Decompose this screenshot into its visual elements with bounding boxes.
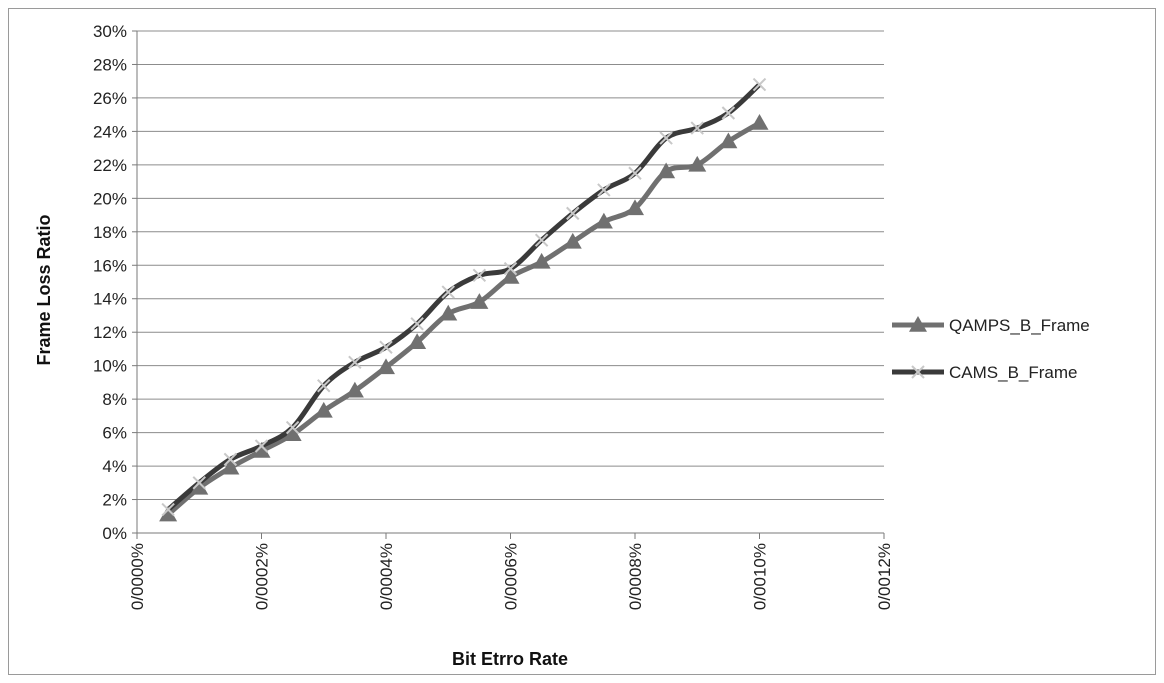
x-marker-stroke: [254, 439, 269, 453]
triangle-marker: [252, 442, 271, 458]
y-tick-label: 6%: [102, 424, 127, 443]
y-tick-label: 12%: [93, 323, 127, 342]
x-marker-stroke: [503, 261, 518, 276]
x-marker-stroke: [161, 502, 175, 517]
triangle-marker: [377, 358, 395, 375]
x-marker: [472, 268, 487, 283]
chart-frame: [8, 8, 1156, 675]
triangle-marker: [719, 132, 738, 149]
x-marker: [410, 317, 424, 331]
y-tick-label: 24%: [93, 122, 127, 141]
x-marker: [721, 106, 736, 120]
y-tick-label: 10%: [93, 357, 127, 376]
x-marker-stroke: [192, 476, 206, 490]
x-marker-stroke: [348, 355, 362, 370]
y-tick-label: 20%: [93, 189, 127, 208]
x-marker: [597, 183, 611, 197]
triangle-marker: [190, 478, 209, 495]
x-marker-stroke: [379, 340, 393, 354]
x-marker: [441, 285, 455, 299]
x-marker: [690, 121, 704, 135]
x-tick-label: 0/0000%: [128, 543, 147, 610]
legend-label: CAMS_B_Frame: [949, 363, 1077, 382]
legend-triangle-marker: [909, 316, 927, 332]
x-axis-title: Bit Etrro Rate: [452, 649, 568, 669]
triangle-marker: [159, 505, 178, 522]
x-marker: [659, 131, 673, 145]
x-tick-label: 0/0010%: [751, 543, 770, 610]
y-tick-labels: 0% 2% 4% 6% 8% 10% 12% 14% 16% 18% 20% 22% 24% 26% 28%…: [93, 22, 127, 543]
x-marker: [503, 261, 518, 276]
triangle-marker: [657, 162, 676, 179]
series-markers: [159, 77, 769, 522]
y-tick-label: 30%: [93, 22, 127, 41]
legend: QAMPS_B_Frame CAMS_B_Frame: [892, 316, 1090, 382]
x-marker: [752, 77, 767, 92]
triangle-marker: [594, 212, 613, 229]
x-marker: [285, 420, 300, 435]
x-marker: [254, 439, 269, 453]
series-line-cams-b-frame: [166, 82, 762, 512]
x-marker: [317, 379, 331, 393]
x-marker: [566, 206, 580, 221]
x-marker-stroke: [566, 206, 580, 221]
triangle-marker: [408, 333, 427, 349]
y-tick-label: 18%: [93, 223, 127, 242]
x-marker-stroke: [534, 233, 549, 247]
x-marker-stroke: [659, 131, 673, 145]
y-tick-label: 4%: [102, 457, 127, 476]
x-tick-label: 0/0008%: [626, 543, 645, 610]
x-marker-stroke: [441, 285, 455, 299]
x-marker: [628, 166, 642, 180]
triangle-marker: [314, 401, 333, 418]
legend-x-marker: [911, 365, 925, 379]
x-marker-stroke: [223, 452, 238, 467]
triangle-marker: [439, 304, 458, 321]
triangle-marker: [532, 252, 551, 269]
x-tick-labels: 0/0000% 0/0002% 0/0004% 0/0006% 0/0008% 0/001…: [128, 543, 894, 610]
x-marker-stroke: [410, 317, 424, 331]
y-tick-label: 22%: [93, 156, 127, 175]
x-marker: [161, 502, 175, 517]
x-marker-stroke: [911, 365, 925, 379]
y-tick-label: 28%: [93, 55, 127, 74]
triangle-marker: [563, 232, 582, 249]
triangle-marker: [626, 199, 644, 216]
triangle-marker: [221, 458, 240, 475]
axes: [132, 30, 885, 539]
x-marker: [223, 452, 238, 467]
triangle-marker: [501, 267, 520, 284]
triangle-marker: [283, 425, 302, 442]
x-marker-stroke: [285, 420, 300, 435]
triangle-marker: [345, 381, 364, 398]
y-tick-label: 16%: [93, 256, 127, 275]
y-axis-title: Frame Loss Ratio: [34, 214, 54, 365]
legend-label: QAMPS_B_Frame: [949, 316, 1090, 335]
triangle-marker: [750, 114, 769, 130]
y-tick-label: 0%: [102, 524, 127, 543]
x-tick-label: 0/0006%: [502, 543, 521, 610]
x-tick-label: 0/0002%: [253, 543, 272, 610]
x-marker-stroke: [690, 121, 704, 135]
y-tick-label: 2%: [102, 491, 127, 510]
x-marker: [348, 355, 362, 370]
y-tick-label: 14%: [93, 290, 127, 309]
triangle-marker: [688, 155, 707, 172]
y-tick-label: 8%: [102, 390, 127, 409]
x-marker-stroke: [317, 379, 331, 393]
x-marker: [534, 233, 549, 247]
x-marker-stroke: [721, 106, 736, 120]
x-marker-stroke: [472, 268, 487, 283]
x-marker-stroke: [597, 183, 611, 197]
x-tick-label: 0/0012%: [875, 543, 894, 610]
x-marker-stroke: [752, 77, 767, 92]
x-marker: [379, 340, 393, 354]
triangle-marker: [470, 293, 489, 309]
x-tick-label: 0/0004%: [377, 543, 396, 610]
x-marker-stroke: [628, 166, 642, 180]
x-marker: [192, 476, 206, 490]
gridlines: [137, 30, 884, 501]
y-tick-label: 26%: [93, 89, 127, 108]
